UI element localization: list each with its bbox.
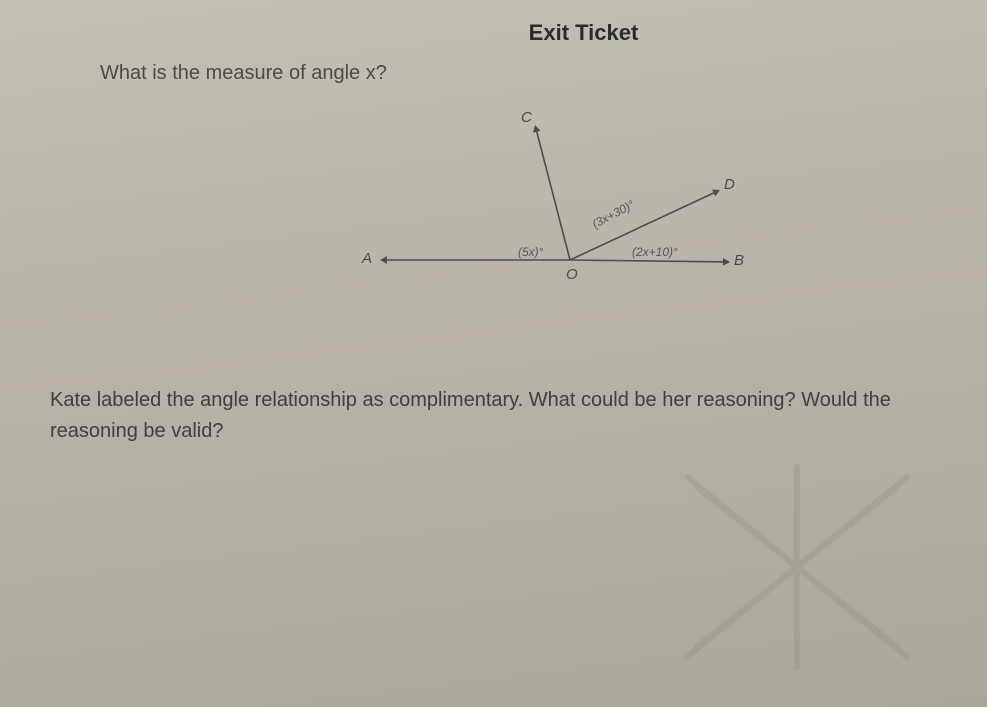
page-title: Exit Ticket [220, 20, 947, 46]
angle-label-AOC: (5x)° [518, 245, 543, 259]
question-2: Kate labeled the angle relationship as c… [50, 385, 947, 447]
pencil-smudge [667, 457, 927, 677]
point-label-C: C [521, 109, 532, 126]
point-label-O: O [566, 266, 578, 283]
worksheet-page: Exit Ticket What is the measure of angle… [0, 0, 987, 707]
point-label-D: D [724, 176, 735, 193]
angle-label-DOB: (2x+10)° [632, 245, 678, 259]
question-1: What is the measure of angle x? [100, 62, 947, 85]
point-label-B: B [734, 252, 744, 269]
angle-diagram: A B C D O (5x)° (3x+30)° (2x+10)° [340, 105, 800, 315]
point-label-A: A [362, 250, 372, 267]
diagram-svg [340, 105, 800, 315]
